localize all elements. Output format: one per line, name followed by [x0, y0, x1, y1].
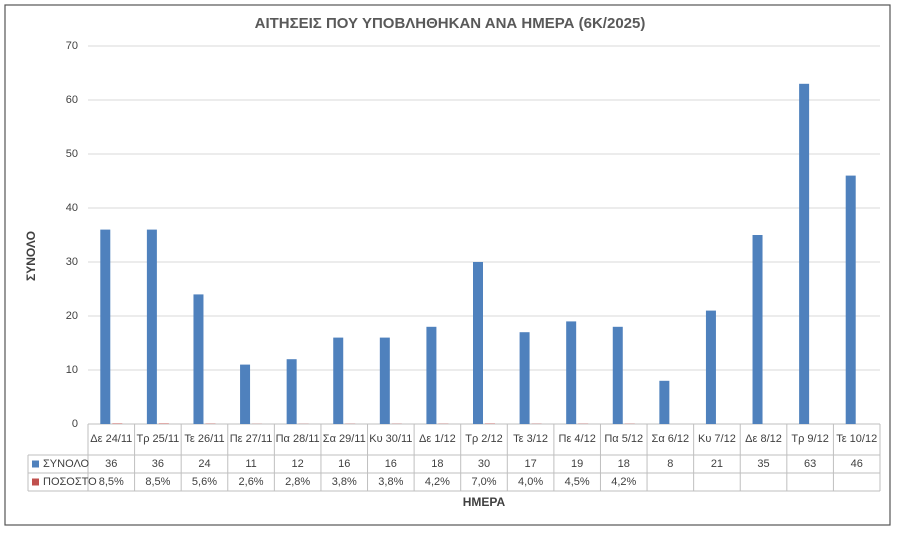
- x-tick-label: Δε 1/12: [419, 433, 456, 445]
- table-value: 24: [198, 458, 210, 470]
- table-value: 16: [338, 458, 350, 470]
- x-tick-label: Τε 10/12: [836, 433, 877, 445]
- legend-label: ΠΟΣΟΣΤΟ: [43, 476, 97, 488]
- table-value: 18: [618, 458, 630, 470]
- y-tick-label: 60: [66, 94, 78, 106]
- table-value: 12: [292, 458, 304, 470]
- chart-title: ΑΙΤΗΣΕΙΣ ΠΟΥ ΥΠΟΒΛΗΘΗΚΑΝ ΑΝΑ ΗΜΕΡΑ (6Κ/2…: [255, 15, 646, 32]
- x-tick-label: Κυ 7/12: [698, 433, 736, 445]
- x-tick-label: Πα 5/12: [604, 433, 643, 445]
- bar: [799, 84, 809, 424]
- bar: [520, 332, 530, 424]
- bar: [473, 262, 483, 424]
- y-tick-label: 70: [66, 40, 78, 52]
- x-tick-label: Πε 27/11: [230, 433, 273, 445]
- table-value: 8: [667, 458, 673, 470]
- bar: [426, 327, 436, 424]
- y-axis-title: ΣΥΝΟΛΟ: [24, 231, 38, 281]
- x-tick-label: Τρ 9/12: [791, 433, 828, 445]
- bar: [193, 294, 203, 424]
- table-value: 17: [524, 458, 536, 470]
- bar: [100, 230, 110, 424]
- table-value: 21: [711, 458, 723, 470]
- bar: [753, 235, 763, 424]
- legend-swatch: [32, 461, 39, 468]
- table-value: 18: [431, 458, 443, 470]
- y-tick-label: 40: [66, 202, 78, 214]
- table-value: 36: [105, 458, 117, 470]
- x-tick-label: Τρ 25/11: [137, 433, 180, 445]
- table-value: 7,0%: [471, 476, 496, 488]
- y-tick-label: 30: [66, 256, 78, 268]
- table-value: 30: [478, 458, 490, 470]
- table-value: 2,6%: [239, 476, 264, 488]
- x-axis-title: ΗΜΕΡΑ: [463, 495, 506, 509]
- table-value: 8,5%: [99, 476, 124, 488]
- bar: [846, 176, 856, 424]
- table-value: 19: [571, 458, 583, 470]
- legend-label: ΣΥΝΟΛΟ: [43, 458, 90, 470]
- x-tick-label: Δε 8/12: [745, 433, 782, 445]
- y-tick-label: 0: [72, 418, 78, 430]
- bar: [287, 359, 297, 424]
- bar: [380, 338, 390, 424]
- table-value: 8,5%: [145, 476, 170, 488]
- bar: [706, 311, 716, 424]
- table-value: 46: [851, 458, 863, 470]
- table-value: 2,8%: [285, 476, 310, 488]
- bar: [659, 381, 669, 424]
- table-value: 63: [804, 458, 816, 470]
- y-tick-label: 50: [66, 148, 78, 160]
- x-tick-label: Τε 26/11: [184, 433, 224, 445]
- legend-swatch: [32, 479, 39, 486]
- table-value: 4,5%: [565, 476, 590, 488]
- y-tick-label: 20: [66, 310, 78, 322]
- table-value: 3,8%: [378, 476, 403, 488]
- table-value: 4,2%: [425, 476, 450, 488]
- table-value: 3,8%: [332, 476, 357, 488]
- table-value: 11: [245, 458, 256, 470]
- table-value: 35: [757, 458, 769, 470]
- bar: [566, 321, 576, 424]
- x-tick-label: Κυ 30/11: [369, 433, 412, 445]
- x-tick-label: Σα 29/11: [323, 433, 366, 445]
- bar: [333, 338, 343, 424]
- bar: [147, 230, 157, 424]
- x-tick-label: Σα 6/12: [652, 433, 690, 445]
- x-tick-label: Πα 28/11: [276, 433, 320, 445]
- table-value: 4,2%: [611, 476, 636, 488]
- table-value: 16: [385, 458, 397, 470]
- x-tick-label: Τρ 2/12: [465, 433, 502, 445]
- table-value: 5,6%: [192, 476, 217, 488]
- table-value: 4,0%: [518, 476, 543, 488]
- bar: [240, 365, 250, 424]
- x-tick-label: Δε 24/11: [90, 433, 132, 445]
- x-tick-label: Τε 3/12: [513, 433, 548, 445]
- bar: [613, 327, 623, 424]
- table-value: 36: [152, 458, 164, 470]
- y-tick-label: 10: [66, 364, 78, 376]
- x-tick-label: Πε 4/12: [559, 433, 596, 445]
